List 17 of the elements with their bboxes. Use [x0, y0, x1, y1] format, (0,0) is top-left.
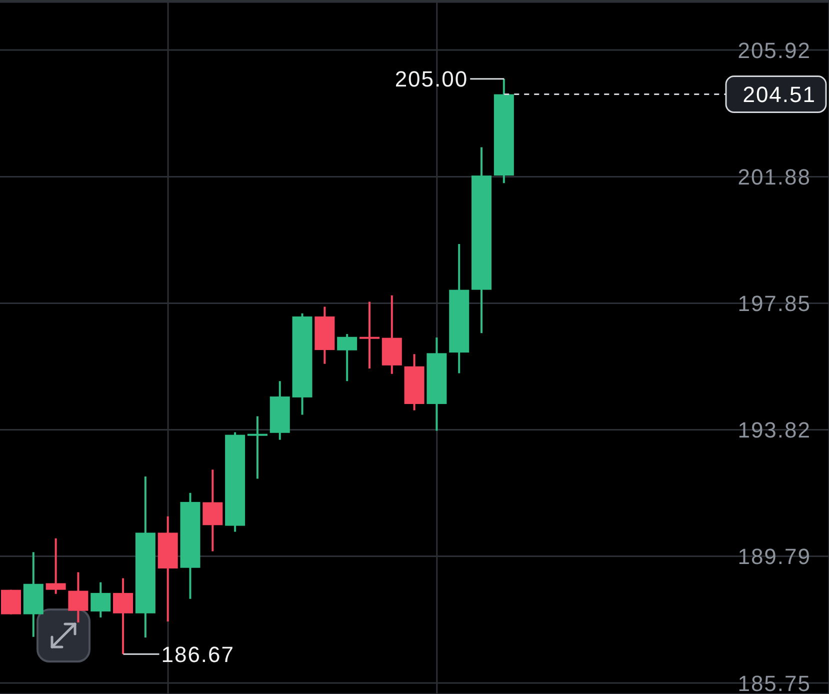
candlestick	[68, 571, 88, 624]
candlestick	[202, 468, 223, 552]
ref-line-label: 204.51	[742, 82, 816, 107]
annotation: 205.00	[394, 66, 468, 92]
y-tick-label: 193.82	[738, 418, 811, 443]
candlestick	[90, 581, 111, 618]
candlestick	[113, 577, 134, 656]
annotation: 186.67	[161, 642, 235, 667]
candlestick	[337, 333, 358, 382]
candlestick	[46, 537, 66, 595]
y-tick-label: 197.85	[738, 291, 811, 316]
y-tick-label: 185.75	[738, 670, 811, 694]
candlestick	[247, 415, 268, 480]
y-tick-label: 205.92	[738, 38, 811, 63]
y-tick-label: 189.79	[738, 544, 811, 570]
candlestick	[359, 300, 380, 370]
y-tick-label: 201.88	[738, 164, 811, 190]
